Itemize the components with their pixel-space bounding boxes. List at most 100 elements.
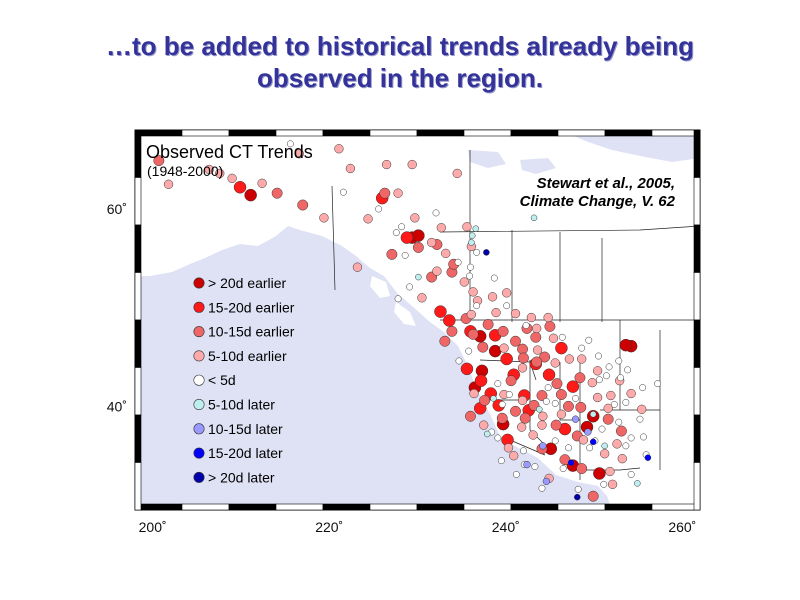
station-point bbox=[483, 430, 491, 438]
station-point bbox=[436, 223, 446, 233]
frame-segment bbox=[134, 319, 142, 368]
station-point bbox=[544, 384, 552, 392]
map-frame bbox=[134, 129, 701, 511]
station-point bbox=[345, 163, 356, 174]
station-point bbox=[482, 318, 494, 330]
station-point bbox=[412, 229, 425, 242]
station-point bbox=[465, 347, 473, 355]
station-point bbox=[459, 277, 469, 287]
station-point bbox=[465, 410, 476, 422]
frame-segment bbox=[369, 129, 418, 137]
station-point bbox=[494, 434, 502, 442]
station-point bbox=[578, 344, 586, 352]
frame-segment bbox=[510, 503, 559, 511]
station-point bbox=[412, 242, 424, 253]
station-point bbox=[339, 188, 347, 196]
station-point bbox=[550, 419, 562, 431]
station-point bbox=[543, 312, 553, 323]
frame-segment bbox=[134, 414, 142, 463]
longitude-tick-label: 200˚ bbox=[139, 519, 167, 535]
station-point bbox=[490, 274, 498, 282]
station-point bbox=[479, 394, 491, 406]
station-point bbox=[607, 479, 618, 489]
station-point bbox=[555, 341, 568, 355]
station-point bbox=[600, 449, 610, 459]
frame-segment bbox=[416, 129, 465, 137]
map-title: Observed CT Trends bbox=[146, 142, 313, 162]
latitude-labels: 60˚ 40˚ bbox=[107, 201, 127, 414]
frame-segment bbox=[463, 129, 512, 137]
station-point bbox=[522, 321, 530, 329]
frame-tick-marks bbox=[134, 129, 701, 511]
station-point bbox=[505, 391, 513, 398]
station-point bbox=[363, 214, 373, 224]
station-point bbox=[602, 372, 610, 380]
station-point bbox=[432, 209, 440, 217]
frame-segment bbox=[693, 177, 701, 226]
station-point bbox=[603, 403, 613, 413]
station-point bbox=[500, 352, 513, 366]
station-point bbox=[490, 395, 497, 402]
longitude-tick-label: 260˚ bbox=[668, 519, 696, 535]
frame-segment bbox=[693, 462, 701, 511]
frame-segment bbox=[134, 129, 142, 178]
station-point bbox=[602, 413, 614, 425]
station-point bbox=[531, 463, 539, 471]
station-point bbox=[587, 378, 597, 388]
station-point bbox=[488, 344, 502, 358]
station-point bbox=[510, 335, 521, 347]
station-point bbox=[619, 338, 633, 352]
legend-label: 5-10d later bbox=[208, 397, 275, 413]
frame-segment bbox=[134, 224, 142, 273]
station-point bbox=[415, 273, 422, 281]
station-point bbox=[487, 292, 498, 302]
legend-label: 15-20d earlier bbox=[208, 299, 295, 315]
station-point bbox=[542, 368, 556, 382]
station-point bbox=[467, 328, 479, 340]
station-point bbox=[499, 343, 509, 353]
frame-segment bbox=[134, 462, 142, 511]
station-point bbox=[439, 335, 451, 347]
citation-line-1: Stewart et al., 2005, bbox=[537, 175, 675, 192]
station-point bbox=[589, 438, 597, 446]
longitude-labels: 200˚ 220˚ 240˚ 260˚ bbox=[139, 519, 697, 535]
station-point bbox=[571, 415, 580, 423]
station-point bbox=[483, 249, 490, 256]
station-point bbox=[410, 213, 420, 223]
station-point bbox=[640, 433, 647, 441]
station-point bbox=[441, 248, 451, 259]
station-point bbox=[574, 493, 581, 501]
station-point bbox=[227, 173, 237, 184]
station-point bbox=[519, 447, 527, 455]
station-point bbox=[503, 302, 511, 310]
frame-segment bbox=[134, 129, 183, 137]
station-point bbox=[460, 362, 474, 376]
latitude-tick-label: 40˚ bbox=[107, 398, 127, 414]
station-point bbox=[523, 460, 531, 469]
station-point bbox=[532, 345, 543, 355]
station-point bbox=[406, 283, 414, 291]
station-point bbox=[548, 333, 559, 343]
station-point bbox=[473, 248, 481, 256]
frame-segment bbox=[510, 129, 559, 137]
station-point bbox=[531, 356, 543, 368]
station-point bbox=[491, 307, 501, 318]
frame-segment bbox=[651, 503, 700, 511]
station-point bbox=[432, 266, 442, 276]
station-point bbox=[564, 354, 574, 364]
station-point bbox=[446, 325, 458, 337]
station-point bbox=[517, 422, 527, 432]
station-point bbox=[467, 263, 474, 271]
frame-segment bbox=[693, 224, 701, 273]
frame-segment bbox=[416, 503, 465, 511]
station-point bbox=[286, 140, 294, 148]
frame-segment bbox=[181, 129, 230, 137]
station-point bbox=[510, 405, 521, 417]
station-point bbox=[615, 418, 623, 426]
station-point bbox=[627, 434, 635, 442]
station-point bbox=[503, 443, 514, 453]
station-point bbox=[473, 302, 481, 310]
station-point bbox=[466, 272, 474, 280]
legend-label: > 20d earlier bbox=[208, 275, 287, 291]
station-point bbox=[519, 412, 531, 424]
